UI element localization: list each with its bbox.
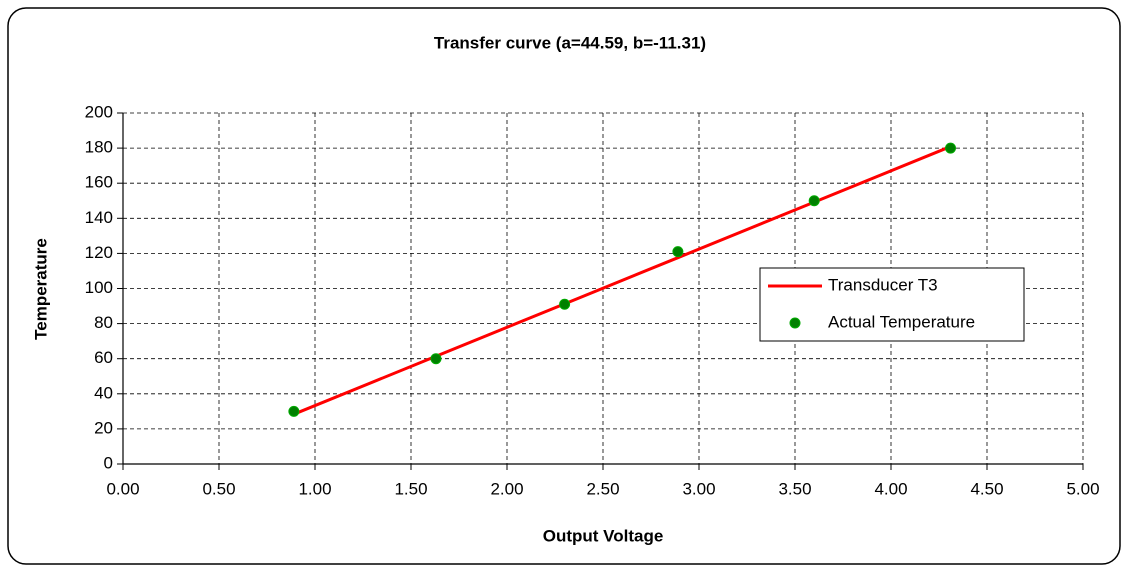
legend-label: Transducer T3 <box>828 275 938 294</box>
y-tick-label: 180 <box>85 138 113 157</box>
data-point <box>430 353 442 365</box>
chart-title: Transfer curve (a=44.59, b=-11.31) <box>434 33 706 52</box>
x-tick-label: 3.50 <box>778 479 811 498</box>
y-tick-label: 100 <box>85 278 113 297</box>
x-tick-label: 2.50 <box>586 479 619 498</box>
y-tick-label: 160 <box>85 173 113 192</box>
legend-label: Actual Temperature <box>828 312 975 331</box>
x-tick-label: 2.00 <box>490 479 523 498</box>
y-tick-label: 20 <box>94 418 113 437</box>
chart-frame <box>7 7 1121 565</box>
x-tick-label: 4.50 <box>970 479 1003 498</box>
x-tick-label: 4.00 <box>874 479 907 498</box>
data-point <box>559 298 571 310</box>
y-tick-label: 140 <box>85 208 113 227</box>
x-tick-label: 1.50 <box>394 479 427 498</box>
x-tick-label: 5.00 <box>1066 479 1099 498</box>
data-point <box>288 405 300 417</box>
legend-swatch <box>789 317 801 329</box>
y-tick-label: 80 <box>94 313 113 332</box>
x-axis-label: Output Voltage <box>543 526 664 545</box>
data-point <box>672 246 684 258</box>
y-axis-label: Temperature <box>31 238 50 340</box>
x-tick-label: 1.00 <box>298 479 331 498</box>
x-tick-label: 0.00 <box>106 479 139 498</box>
y-tick-label: 120 <box>85 243 113 262</box>
y-tick-label: 0 <box>104 453 113 472</box>
y-tick-label: 60 <box>94 348 113 367</box>
x-tick-label: 0.50 <box>202 479 235 498</box>
data-point <box>945 142 957 154</box>
x-tick-label: 3.00 <box>682 479 715 498</box>
y-tick-label: 40 <box>94 383 113 402</box>
data-point <box>808 195 820 207</box>
y-tick-label: 200 <box>85 102 113 121</box>
legend-box <box>759 267 1025 342</box>
series-line <box>293 145 952 416</box>
